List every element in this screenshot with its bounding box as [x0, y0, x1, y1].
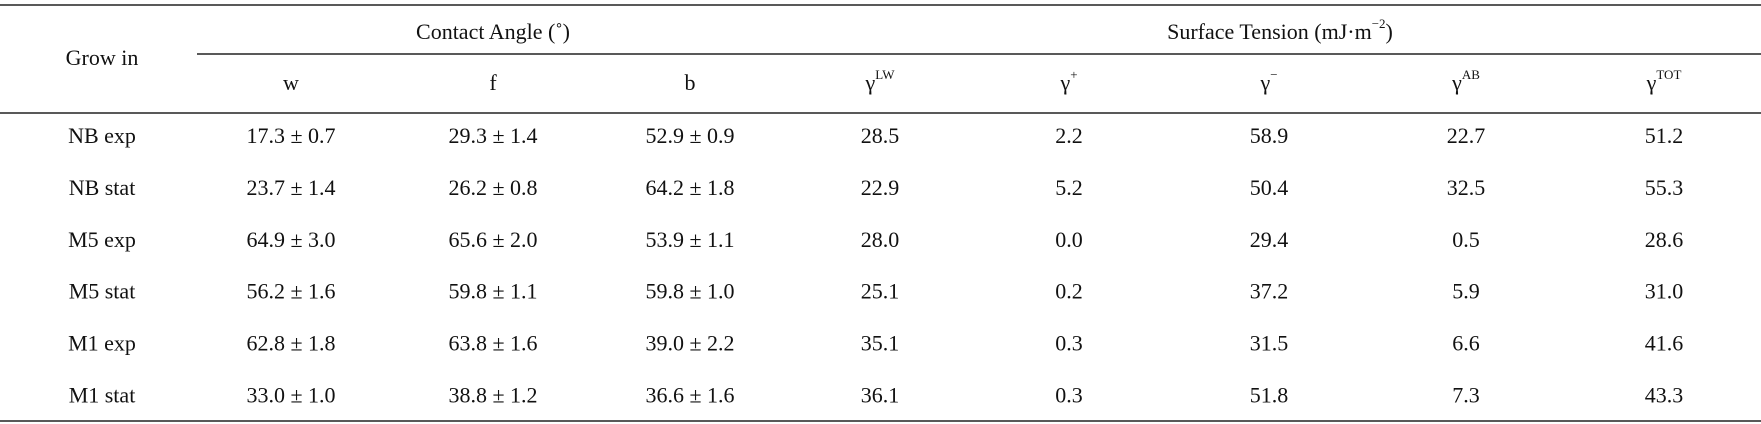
group-sup: −2	[1372, 16, 1386, 31]
cell: 50.4	[1250, 175, 1289, 200]
cell: 55.3	[1645, 175, 1684, 200]
cell: 5.9	[1452, 279, 1480, 304]
cell: 0.5	[1452, 227, 1480, 252]
cell: 0.0	[1055, 227, 1083, 252]
cell: 0.2	[1055, 279, 1083, 304]
cell: 53.9 ± 1.1	[645, 227, 734, 252]
cell: 41.6	[1645, 331, 1684, 356]
cell: 0.3	[1055, 383, 1083, 408]
cell: 62.8 ± 1.8	[246, 331, 335, 356]
cell: 64.2 ± 1.8	[645, 175, 734, 200]
cell: 6.6	[1452, 331, 1480, 356]
cell: 0.3	[1055, 331, 1083, 356]
cell: 32.5	[1447, 175, 1486, 200]
column-sup: +	[1070, 67, 1077, 82]
cell: 5.2	[1055, 175, 1083, 200]
row-label: M1 exp	[68, 331, 136, 356]
cell: 56.2 ± 1.6	[246, 279, 335, 304]
cell: 51.8	[1250, 383, 1289, 408]
column-symbol: γ	[1059, 70, 1070, 95]
column-header: γ−	[1259, 67, 1277, 95]
cell: 31.0	[1645, 279, 1684, 304]
cell: 29.3 ± 1.4	[448, 123, 537, 148]
cell: 36.6 ± 1.6	[645, 383, 734, 408]
column-header: w	[283, 70, 299, 95]
column-header: γLW	[865, 67, 896, 95]
column-header: f	[489, 70, 497, 95]
cell: 63.8 ± 1.6	[448, 331, 537, 356]
cell: 17.3 ± 0.7	[246, 123, 335, 148]
cell: 22.7	[1447, 123, 1486, 148]
column-symbol: γ	[1646, 70, 1657, 95]
row-label: M5 stat	[69, 279, 136, 304]
cell: 39.0 ± 2.2	[645, 331, 734, 356]
column-header: b	[685, 70, 696, 95]
cell: 59.8 ± 1.0	[645, 279, 734, 304]
cell: 43.3	[1645, 383, 1684, 408]
group-text: Surface Tension (mJ·m	[1167, 19, 1372, 44]
cell: 26.2 ± 0.8	[448, 175, 537, 200]
column-header: γAB	[1451, 67, 1480, 95]
column-symbol: γ	[1451, 70, 1462, 95]
column-sup: −	[1270, 67, 1277, 82]
column-symbol: γ	[865, 70, 876, 95]
row-label: NB exp	[68, 123, 136, 148]
cell: 58.9	[1250, 123, 1289, 148]
cell: 35.1	[861, 331, 900, 356]
column-header: γTOT	[1646, 67, 1682, 95]
column-header: γ+	[1059, 67, 1077, 95]
cell: 28.6	[1645, 227, 1684, 252]
cell: 38.8 ± 1.2	[448, 383, 537, 408]
group-header: Contact Angle (˚)	[416, 19, 570, 44]
cell: 28.0	[861, 227, 900, 252]
cell: 23.7 ± 1.4	[246, 175, 335, 200]
cell: 37.2	[1250, 279, 1289, 304]
cell: 51.2	[1645, 123, 1684, 148]
column-symbol: γ	[1259, 70, 1270, 95]
cell: 65.6 ± 2.0	[448, 227, 537, 252]
group-tail: )	[1386, 19, 1393, 44]
cell: 31.5	[1250, 331, 1289, 356]
cell: 64.9 ± 3.0	[246, 227, 335, 252]
cell: 33.0 ± 1.0	[246, 383, 335, 408]
cell: 25.1	[861, 279, 900, 304]
row-label: NB stat	[69, 175, 136, 200]
cell: 7.3	[1452, 383, 1480, 408]
cell: 2.2	[1055, 123, 1083, 148]
column-sup: AB	[1462, 67, 1480, 82]
group-text: Contact Angle (˚)	[416, 19, 570, 44]
cell: 22.9	[861, 175, 900, 200]
cell: 52.9 ± 0.9	[645, 123, 734, 148]
cell: 29.4	[1250, 227, 1289, 252]
column-sup: LW	[875, 67, 895, 82]
row-header: Grow in	[66, 45, 139, 70]
cell: 36.1	[861, 383, 900, 408]
column-sup: TOT	[1656, 67, 1681, 82]
row-label: M5 exp	[68, 227, 136, 252]
group-header: Surface Tension (mJ·m−2)	[1167, 16, 1393, 44]
row-label: M1 stat	[69, 383, 136, 408]
cell: 59.8 ± 1.1	[448, 279, 537, 304]
cell: 28.5	[861, 123, 900, 148]
